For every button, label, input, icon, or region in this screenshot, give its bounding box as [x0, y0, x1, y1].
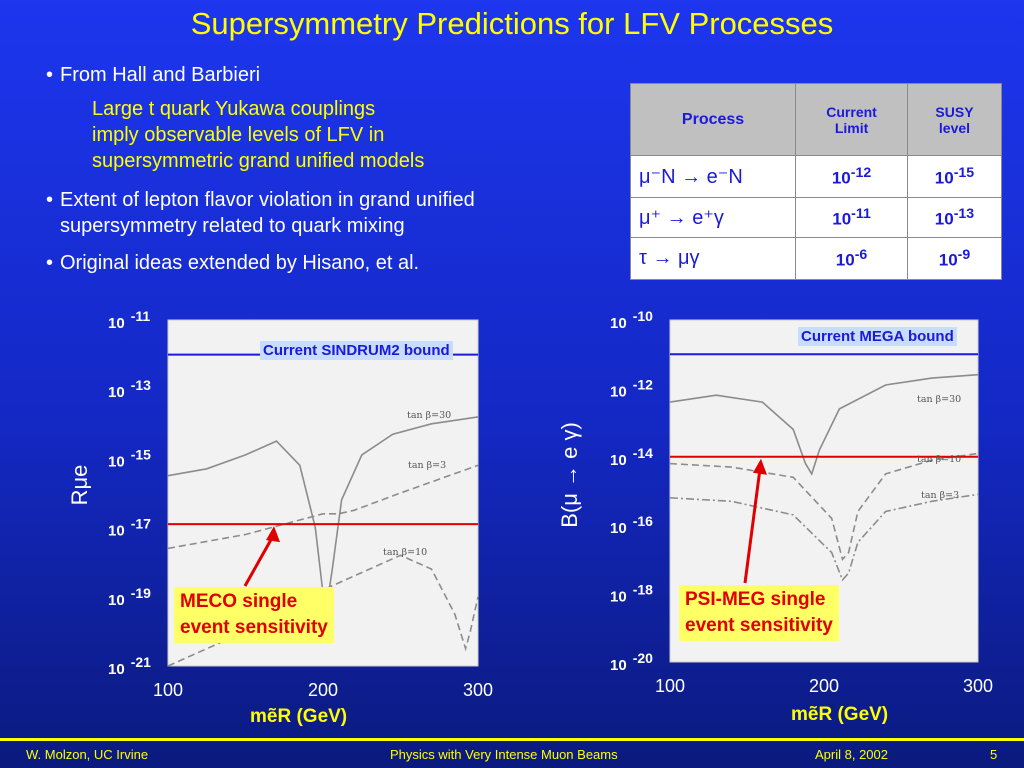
bullet-2-line-2: supersymmetry related to quark mixing	[60, 215, 405, 237]
y-tick-label: 10 -16	[610, 513, 653, 537]
sindrum2-bound-label: Current SINDRUM2 bound	[260, 341, 453, 360]
x-tick-label: 300	[963, 676, 993, 696]
x-tick-label: 200	[308, 680, 338, 700]
mega-bound-label: Current MEGA bound	[798, 327, 957, 346]
series-label: tan β=30	[407, 410, 452, 421]
y-axis-label: B(μ → e γ)	[557, 422, 582, 528]
process-cell: μ⁻N → e⁻N	[629, 155, 797, 198]
bullet-3-text: Original ideas extended by Hisano, et al…	[60, 252, 420, 274]
susy-cell: 10-9	[906, 237, 1003, 280]
psi-meg-sensitivity-label: PSI-MEG single event sensitivity	[679, 585, 839, 641]
annotation-arrowhead	[753, 458, 767, 475]
footer-author: W. Molzon, UC Irvine	[26, 747, 149, 762]
bullet-1-text: From Hall and Barbieri	[60, 64, 261, 86]
susy-cell: 10-15	[906, 155, 1003, 198]
process-cell: μ⁺ → e⁺γ	[629, 197, 797, 238]
x-tick-label: 100	[153, 680, 183, 700]
bullet-dot: •	[46, 64, 54, 86]
header-process: Process	[629, 83, 797, 156]
y-tick-label: 10 -13	[108, 377, 151, 401]
chart-rmue: 10 -11 10 -13 10 -15 10 -17 10 -19 10 -21 100 200 300 …	[60, 300, 520, 740]
limit-cell: 10-12	[795, 155, 908, 198]
y-tick-label: 10 -21	[108, 654, 151, 678]
process-cell: τ → μγ	[629, 237, 797, 280]
meco-sensitivity-label: MECO single event sensitivity	[174, 587, 334, 643]
y-tick-label: 10 -15	[108, 446, 151, 470]
bullet-3: • Original ideas extended by Hisano, et a…	[46, 250, 419, 276]
slide-title: Supersymmetry Predictions for LFV Proces…	[190, 6, 834, 41]
table-row: μ⁺ → e⁺γ 10-11 10-13	[629, 197, 1003, 238]
y-tick-label: 10 -12	[610, 376, 653, 400]
subtext-line: Large t quark Yukawa couplings	[92, 98, 376, 120]
series-line	[167, 464, 479, 550]
y-tick-label: 10 -14	[610, 445, 653, 469]
x-axis-label: mẽR (GeV)	[791, 704, 889, 725]
series-line	[669, 373, 979, 476]
bullet-1: • From Hall and Barbieri	[46, 62, 260, 88]
header-susy-level: SUSY level	[906, 83, 1003, 156]
table-header-row: Process Current Limit SUSY level	[629, 83, 1003, 156]
subtext-line: supersymmetric grand unified models	[92, 150, 425, 172]
y-axis-label: Rμe	[67, 464, 92, 506]
annotation-arrow	[243, 535, 275, 587]
chart-bmueg: 10 -10 10 -12 10 -14 10 -16 10 -18 10 -20 100 200 300 …	[555, 300, 1015, 740]
footer-date: April 8, 2002	[815, 747, 888, 762]
series-label: tan β=10	[383, 547, 428, 558]
y-tick-label: 10 -11	[108, 308, 150, 332]
table-row: τ → μγ 10-6 10-9	[629, 237, 1003, 280]
x-tick-label: 100	[655, 676, 685, 696]
series-label: tan β=30	[917, 394, 962, 405]
x-tick-label: 300	[463, 680, 493, 700]
series-label: tan β=10	[917, 454, 962, 465]
bullet-dot: •	[46, 252, 54, 274]
bullet-dot: •	[46, 189, 54, 211]
footer-talk-title: Physics with Very Intense Muon Beams	[390, 747, 618, 762]
bullet-2-line-1: Extent of lepton flavor violation in gra…	[60, 189, 475, 211]
subtext-line: imply observable levels of LFV in	[92, 124, 385, 146]
x-tick-label: 200	[809, 676, 839, 696]
process-table: Process Current Limit SUSY level μ⁻N → e⁻N…	[629, 83, 1003, 280]
series-label: tan β=3	[921, 490, 960, 501]
header-current-limit: Current Limit	[795, 83, 908, 156]
limit-cell: 10-6	[795, 237, 908, 280]
y-tick-label: 10 -19	[108, 585, 151, 609]
limit-cell: 10-11	[795, 197, 908, 238]
x-axis-label: mẽR (GeV)	[250, 706, 348, 727]
y-tick-label: 10 -17	[108, 516, 151, 540]
footer-page-number: 5	[990, 747, 998, 762]
annotation-arrowhead	[266, 526, 280, 543]
series-label: tan β=3	[408, 460, 447, 471]
susy-cell: 10-13	[906, 197, 1003, 238]
y-tick-label: 10 -10	[610, 308, 653, 332]
footer-divider	[0, 738, 1024, 741]
bullet-1-subtext: Large t quark Yukawa couplings imply obs…	[92, 96, 424, 174]
y-tick-label: 10 -18	[610, 582, 653, 606]
y-tick-label: 10 -20	[610, 650, 653, 674]
series-line	[669, 493, 979, 582]
annotation-arrow	[743, 468, 762, 584]
table-row: μ⁻N → e⁻N 10-12 10-15	[629, 155, 1003, 198]
bullet-2: • Extent of lepton flavor violation in gr…	[46, 187, 475, 239]
